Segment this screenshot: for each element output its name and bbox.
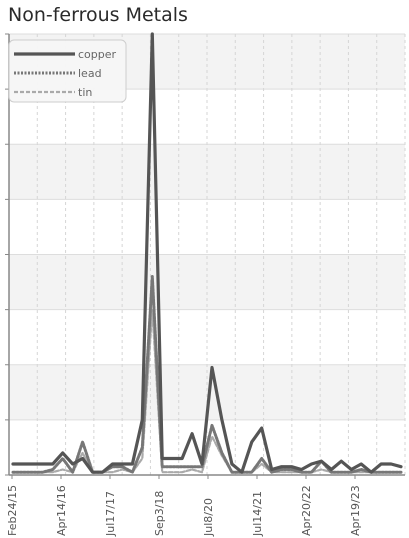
series-line-lead <box>11 275 403 474</box>
x-tick-label: Jul17/17 <box>104 491 117 537</box>
chart-title: Non-ferrous Metals <box>8 4 188 26</box>
x-tick-label: Sep3/18 <box>153 491 166 536</box>
x-tick-label: Apr14/16 <box>55 485 68 536</box>
x-tick-label: Apr19/23 <box>349 485 362 536</box>
x-tick-label: Apr20/22 <box>300 485 313 536</box>
x-tick-label: Jul14/21 <box>251 491 264 537</box>
series-line-copper <box>11 32 403 474</box>
x-tick-label: Jul8/20 <box>202 498 215 537</box>
legend-label-tin: tin <box>78 86 92 99</box>
legend-label-copper: copper <box>78 48 117 61</box>
x-tick-label: Feb24/15 <box>6 485 19 536</box>
legend-label-lead: lead <box>78 67 102 80</box>
